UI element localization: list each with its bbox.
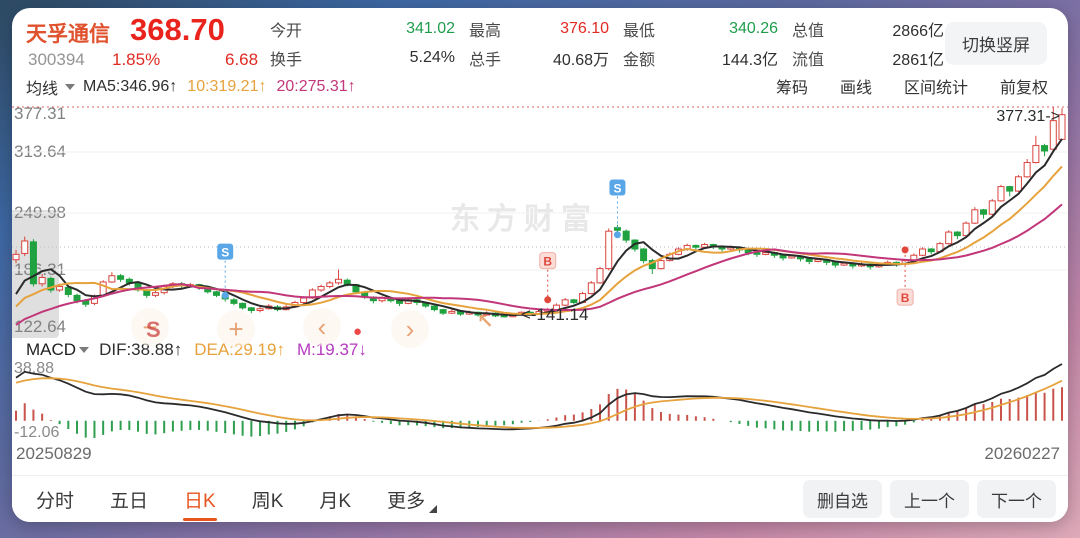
bottom-buttons: 删自选 上一个 下一个	[803, 480, 1056, 518]
price-axis-label: 377.31	[14, 104, 66, 123]
zoom-in-icon[interactable]: +	[217, 310, 255, 348]
stat-value: 40.68万	[552, 52, 609, 69]
ma10-value: 10:319.21↑	[187, 78, 267, 95]
stat-label: 最低	[623, 23, 656, 40]
ma5-value: MA5:346.96↑	[83, 78, 178, 95]
stat-0: 今开 341.02	[270, 18, 455, 40]
start-date: 20250829	[16, 444, 92, 463]
ma-selector[interactable]: 均线	[26, 81, 59, 98]
kline-chart[interactable]: S B S B <-141.14 377.31->	[12, 8, 1068, 522]
stat-label: 总手	[469, 52, 502, 69]
chart-annotation: 377.31->	[996, 108, 1060, 125]
ma20-value: 20:275.31↑	[276, 78, 356, 95]
sell-marker: S	[217, 243, 234, 299]
macd-min-label: -12.06	[14, 424, 60, 441]
price-axis-label: 122.64	[14, 317, 66, 336]
stat-label: 金额	[623, 52, 656, 69]
chart-annotation: <-141.14	[521, 305, 589, 324]
button-删自选[interactable]: 删自选	[803, 480, 882, 518]
record-dot-icon[interactable]: ●	[353, 323, 363, 340]
svg-text:B: B	[901, 291, 910, 305]
svg-text:B: B	[543, 255, 552, 269]
change-amount: 6.68	[225, 50, 259, 69]
macd-dea-value: DEA:29.19↑	[194, 340, 285, 359]
stat-2: 最低 340.26	[623, 18, 778, 40]
button-下一个[interactable]: 下一个	[977, 480, 1056, 518]
stat-5: 总手 40.68万	[469, 47, 609, 69]
tab-五日[interactable]: 五日	[110, 490, 149, 512]
macd-dif-value: DIF:38.88↑	[99, 340, 183, 359]
stock-app-card: 天孚通信 368.70 300394 1.85% 6.68 今开 341.02 最高…	[12, 8, 1068, 522]
stat-label: 最高	[469, 23, 502, 40]
arrow-up-left-icon[interactable]: ↖	[477, 311, 494, 333]
stat-4: 换手 5.24%	[270, 47, 455, 69]
tool-画线[interactable]: 画线	[839, 80, 872, 97]
tool-前复权[interactable]: 前复权	[999, 80, 1048, 97]
sell-marker: S	[609, 179, 626, 239]
tab-月K[interactable]: 月K	[319, 490, 352, 512]
macd-selector[interactable]: MACD	[26, 340, 77, 359]
stat-3: 总值 2866亿	[792, 18, 944, 40]
stat-value: 2861亿	[892, 52, 944, 69]
stat-1: 最高 376.10	[469, 18, 609, 40]
triangle-icon	[429, 504, 438, 513]
rotate-screen-button[interactable]: 切换竖屏	[945, 22, 1047, 65]
stat-label: 流值	[792, 52, 825, 69]
stat-value: 144.3亿	[721, 52, 778, 69]
stat-value: 341.02	[406, 20, 455, 37]
buy-marker: B	[539, 252, 557, 304]
sell-marker-faded[interactable]: S	[146, 317, 161, 342]
svg-text:S: S	[613, 181, 621, 195]
chart-tools: 筹码 画线 区间统计 前复权	[776, 74, 1048, 98]
stock-code: 300394	[28, 50, 85, 69]
stat-7: 流值 2861亿	[792, 47, 944, 69]
macd-indicator-bar: MACD DIF:38.88↑ DEA:29.19↑ M:19.37↓	[14, 338, 367, 362]
stat-value: 5.24%	[409, 49, 455, 66]
stock-price: 368.70	[130, 12, 225, 47]
stat-label: 换手	[270, 52, 303, 69]
button-上一个[interactable]: 上一个	[890, 480, 969, 518]
end-date: 20260227	[984, 444, 1060, 463]
pan-left-icon[interactable]: ‹	[303, 308, 341, 346]
buy-marker: B	[896, 246, 914, 306]
tab-日K[interactable]: 日K	[182, 480, 218, 519]
stat-value: 340.26	[729, 20, 778, 37]
chevron-down-icon	[65, 84, 76, 90]
pan-right-icon[interactable]: ›	[391, 310, 429, 348]
svg-text:S: S	[221, 246, 229, 260]
tab-分时[interactable]: 分时	[36, 490, 75, 512]
stat-value: 2866亿	[892, 23, 944, 40]
tab-更多[interactable]: 更多	[385, 480, 438, 519]
change-percent: 1.85%	[112, 50, 161, 69]
tool-筹码[interactable]: 筹码	[775, 80, 808, 97]
watermark: 东方财富	[450, 203, 598, 236]
tool-区间统计[interactable]: 区间统计	[903, 80, 968, 97]
stock-name: 天孚通信	[26, 23, 110, 46]
stats-grid: 今开 341.02 最高 376.10 最低 340.26 总值 2866亿换手 5.24% 总手…	[270, 18, 944, 69]
stat-label: 今开	[270, 23, 303, 40]
chevron-down-icon	[79, 347, 90, 353]
stat-label: 总值	[792, 23, 825, 40]
tab-周K[interactable]: 周K	[251, 490, 284, 512]
ma-indicator-bar: 均线 MA5:346.96↑ 10:319.21↑ 20:275.31↑	[14, 74, 356, 100]
date-axis: 20250829 20260227	[12, 444, 1068, 464]
zoom-out-icon[interactable]: −	[131, 308, 169, 346]
stat-value: 376.10	[560, 20, 609, 37]
stat-6: 金额 144.3亿	[623, 47, 778, 69]
